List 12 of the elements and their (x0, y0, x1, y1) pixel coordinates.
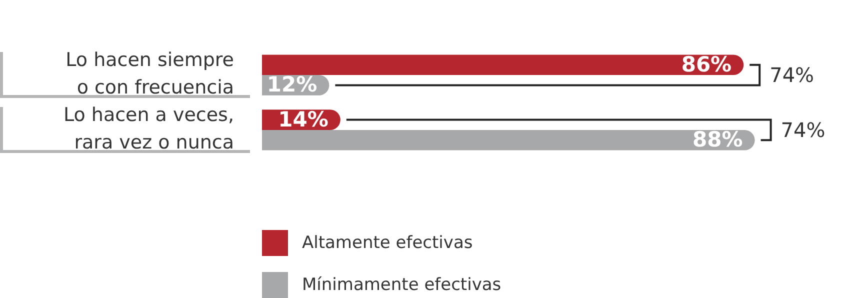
data-label: 86% (681, 52, 732, 76)
text: 74% (770, 63, 814, 88)
text: 74% (780, 118, 826, 142)
y-tick-label: Lo hacen siempre o con frecuencia (66, 49, 234, 99)
data-label: 88% (692, 128, 743, 152)
y-tick-label: Lo hacen a veces, rara vez o nunca (63, 104, 234, 154)
data-label: 12% (266, 72, 318, 97)
legend-label: Mínimamente efectivas (302, 275, 502, 295)
bar (262, 54, 744, 76)
data-label: 14% (278, 107, 328, 132)
bar (262, 130, 755, 150)
legend-label: Altamente efectivas (302, 233, 473, 253)
